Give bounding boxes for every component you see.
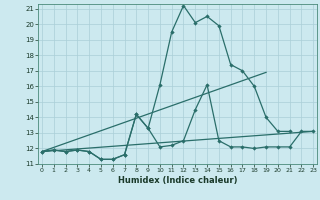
X-axis label: Humidex (Indice chaleur): Humidex (Indice chaleur)	[118, 176, 237, 185]
